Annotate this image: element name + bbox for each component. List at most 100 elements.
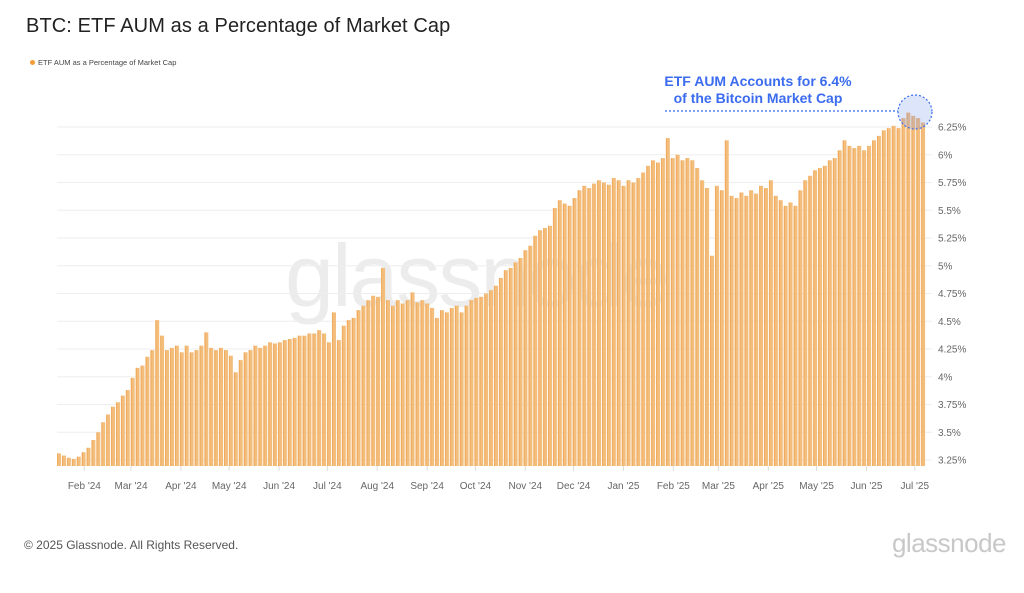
bar	[852, 148, 857, 466]
y-tick-label: 6%	[938, 150, 953, 161]
x-tick-label: Sep '24	[410, 481, 444, 492]
bar	[327, 342, 332, 466]
bar	[759, 185, 764, 466]
bar	[140, 365, 145, 466]
bar	[400, 303, 405, 466]
bar	[837, 150, 842, 466]
bar	[518, 257, 523, 466]
bar	[719, 190, 724, 466]
bar	[513, 262, 518, 466]
bar	[685, 158, 690, 466]
bar	[474, 297, 479, 466]
bar	[739, 192, 744, 467]
bar	[832, 158, 837, 466]
bar	[773, 195, 778, 466]
bar	[744, 195, 749, 466]
y-tick-label: 6.25%	[938, 123, 966, 134]
bar	[96, 432, 101, 466]
x-tick-label: Jun '24	[263, 481, 295, 492]
bar	[538, 230, 543, 466]
bar	[91, 440, 96, 466]
bar	[695, 168, 700, 466]
bar	[179, 352, 184, 466]
bar	[601, 182, 606, 466]
brand-logo: glassnode	[891, 528, 1007, 558]
bar	[454, 305, 459, 466]
bar	[115, 402, 120, 466]
bar	[145, 356, 150, 466]
bars	[57, 112, 926, 467]
bar	[822, 165, 827, 466]
annotation-marker	[665, 94, 933, 130]
bar	[346, 320, 351, 466]
bar	[498, 277, 503, 466]
bar	[189, 352, 194, 466]
bar	[317, 330, 322, 466]
bar	[793, 205, 798, 466]
bar	[439, 310, 444, 466]
bar	[768, 180, 773, 466]
bar	[552, 208, 557, 466]
bar	[356, 310, 361, 466]
bar	[621, 185, 626, 466]
annotation-line-2: of the Bitcoin Market Cap	[673, 90, 843, 106]
bar	[204, 332, 209, 466]
bar	[214, 350, 219, 466]
bar	[891, 125, 896, 466]
x-tick-label: Feb '25	[657, 481, 690, 492]
bar	[464, 305, 469, 466]
x-tick-label: Mar '24	[115, 481, 148, 492]
bar	[798, 190, 803, 466]
bar	[616, 180, 621, 466]
x-tick-label: Jul '24	[313, 481, 342, 492]
bar	[233, 372, 238, 466]
bar	[263, 345, 268, 466]
y-tick-label: 5.75%	[938, 178, 966, 189]
bar	[533, 235, 538, 466]
bar	[415, 302, 420, 466]
bar	[876, 135, 881, 466]
bar	[641, 172, 646, 466]
bar	[543, 228, 548, 466]
bar	[508, 267, 513, 466]
bar	[611, 178, 616, 466]
bar	[724, 140, 729, 466]
bar	[763, 188, 769, 467]
bar	[862, 150, 867, 466]
bar	[125, 390, 130, 466]
bar	[803, 180, 808, 466]
bar	[528, 245, 533, 466]
bar	[307, 333, 312, 466]
bar	[714, 185, 719, 466]
x-tick-label: Jul '25	[900, 481, 929, 492]
bar	[484, 293, 489, 466]
y-tick-label: 5%	[938, 261, 953, 272]
y-tick-label: 4.5%	[938, 317, 961, 328]
bar	[709, 255, 715, 466]
bar	[106, 414, 111, 466]
bar	[523, 250, 528, 466]
bar	[680, 160, 685, 467]
x-tick-label: Oct '24	[460, 481, 492, 492]
bar	[827, 160, 832, 467]
bar	[808, 175, 813, 466]
bar	[626, 180, 631, 466]
x-axis: Feb '24 Mar '24 Apr '24 May '24 Jun '24 Jul '…	[68, 466, 929, 492]
bar	[479, 296, 484, 466]
bar	[788, 202, 793, 467]
bar	[906, 112, 911, 466]
bar	[459, 312, 464, 466]
bar	[729, 195, 734, 466]
bar	[444, 312, 449, 466]
bar	[871, 140, 877, 466]
legend[interactable]: ETF AUM as a Percentage of Market Cap	[30, 58, 176, 67]
x-tick-label: Jan '25	[607, 481, 639, 492]
bar	[165, 350, 170, 466]
bar	[292, 337, 297, 466]
bar	[287, 339, 292, 466]
bar	[567, 205, 572, 466]
bar	[120, 395, 125, 466]
bar	[228, 355, 233, 466]
x-tick-label: May '25	[799, 481, 834, 492]
